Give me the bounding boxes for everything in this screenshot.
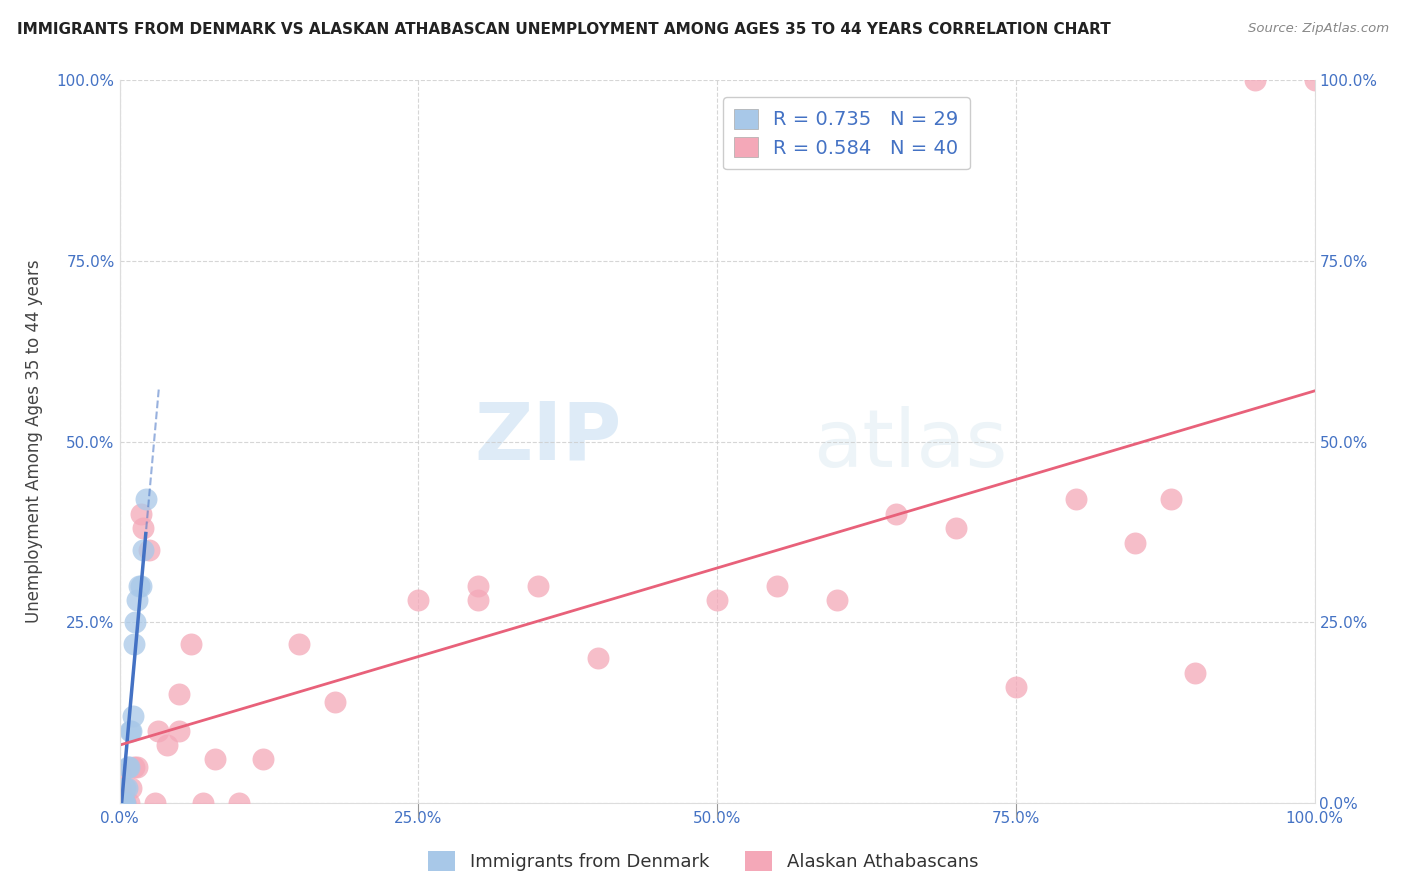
Point bbox=[114, 796, 136, 810]
Point bbox=[945, 521, 967, 535]
Point bbox=[527, 579, 550, 593]
Point bbox=[323, 695, 346, 709]
Text: ZIP: ZIP bbox=[474, 399, 621, 477]
Point bbox=[118, 760, 141, 774]
Point bbox=[467, 579, 489, 593]
Point bbox=[122, 760, 145, 774]
Y-axis label: Unemployment Among Ages 35 to 44 years: Unemployment Among Ages 35 to 44 years bbox=[25, 260, 42, 624]
Text: IMMIGRANTS FROM DENMARK VS ALASKAN ATHABASCAN UNEMPLOYMENT AMONG AGES 35 TO 44 Y: IMMIGRANTS FROM DENMARK VS ALASKAN ATHAB… bbox=[17, 22, 1111, 37]
Point bbox=[156, 738, 179, 752]
Point bbox=[108, 767, 131, 781]
Point bbox=[114, 796, 136, 810]
Point bbox=[138, 542, 160, 557]
Point bbox=[124, 615, 146, 630]
Point bbox=[132, 542, 155, 557]
Point bbox=[108, 796, 131, 810]
Point bbox=[127, 760, 149, 774]
Point bbox=[108, 796, 131, 810]
Point bbox=[108, 781, 131, 796]
Point bbox=[121, 709, 143, 723]
Legend: Immigrants from Denmark, Alaskan Athabascans: Immigrants from Denmark, Alaskan Athabas… bbox=[420, 844, 986, 879]
Point bbox=[121, 781, 143, 796]
Point bbox=[1125, 535, 1147, 549]
Point bbox=[204, 752, 226, 766]
Point bbox=[120, 723, 142, 738]
Point bbox=[288, 637, 311, 651]
Point bbox=[145, 796, 166, 810]
Point bbox=[108, 796, 131, 810]
Point bbox=[1004, 680, 1026, 694]
Point bbox=[128, 579, 150, 593]
Point bbox=[108, 796, 131, 810]
Point bbox=[127, 593, 149, 607]
Point bbox=[132, 521, 155, 535]
Point bbox=[169, 723, 191, 738]
Point bbox=[146, 723, 169, 738]
Point bbox=[886, 507, 908, 521]
Point bbox=[108, 796, 131, 810]
Point bbox=[129, 579, 152, 593]
Point bbox=[1303, 73, 1326, 87]
Point bbox=[117, 760, 139, 774]
Point bbox=[1184, 665, 1206, 680]
Point bbox=[111, 796, 134, 810]
Point bbox=[706, 593, 728, 607]
Point bbox=[108, 796, 131, 810]
Point bbox=[180, 637, 202, 651]
Point bbox=[108, 796, 131, 810]
Legend: R = 0.735   N = 29, R = 0.584   N = 40: R = 0.735 N = 29, R = 0.584 N = 40 bbox=[723, 97, 970, 169]
Point bbox=[108, 796, 131, 810]
Point bbox=[191, 796, 215, 810]
Point bbox=[1064, 492, 1087, 507]
Point bbox=[135, 492, 157, 507]
Point bbox=[111, 796, 134, 810]
Point bbox=[586, 651, 609, 665]
Point bbox=[114, 781, 136, 796]
Point bbox=[112, 796, 135, 810]
Point bbox=[108, 796, 131, 810]
Point bbox=[122, 637, 145, 651]
Point bbox=[1244, 73, 1267, 87]
Point bbox=[108, 796, 131, 810]
Point bbox=[1160, 492, 1182, 507]
Point bbox=[825, 593, 848, 607]
Text: Source: ZipAtlas.com: Source: ZipAtlas.com bbox=[1249, 22, 1389, 36]
Point bbox=[252, 752, 274, 766]
Point bbox=[121, 723, 143, 738]
Point bbox=[228, 796, 250, 810]
Point bbox=[112, 796, 135, 810]
Text: atlas: atlas bbox=[813, 406, 1007, 484]
Point bbox=[766, 579, 789, 593]
Point bbox=[118, 796, 141, 810]
Point bbox=[111, 796, 134, 810]
Point bbox=[129, 507, 152, 521]
Point bbox=[115, 781, 138, 796]
Point bbox=[169, 687, 191, 701]
Point bbox=[467, 593, 489, 607]
Point bbox=[408, 593, 430, 607]
